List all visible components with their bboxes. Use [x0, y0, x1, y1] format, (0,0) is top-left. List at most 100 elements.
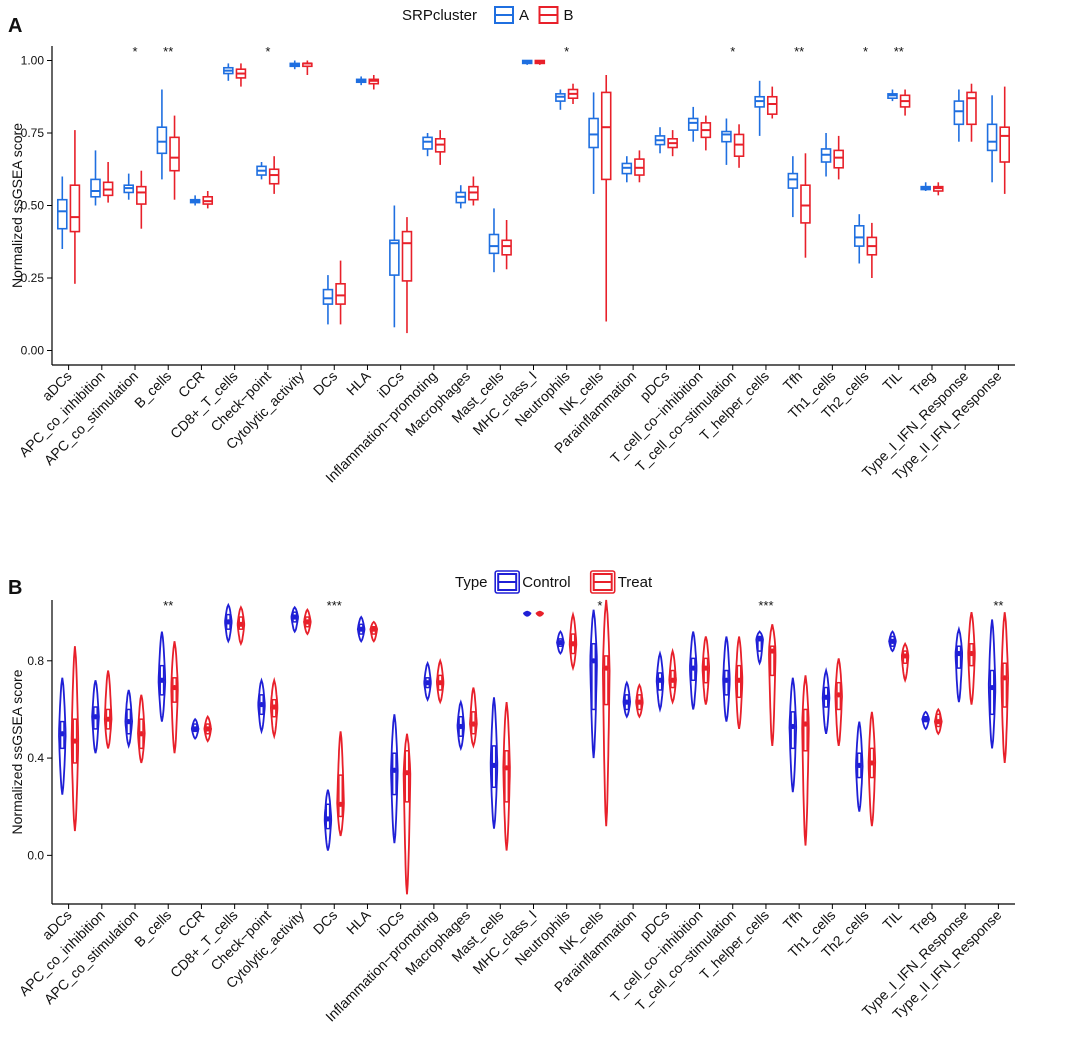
- box-iqr: [488, 233, 500, 255]
- box-iqr: [790, 711, 796, 750]
- legend: Type Control Treat: [455, 570, 653, 594]
- violin-outline: [390, 714, 399, 844]
- box-iqr: [986, 123, 998, 152]
- box-CD8+_T_cells: [224, 602, 233, 644]
- panel-a: A 0.00 0.25 0.50 0.75 1.00 Normalized ssGSEA s…: [8, 6, 1015, 486]
- median-dot: [790, 723, 796, 730]
- violin-outline: [635, 683, 644, 719]
- legend-label: B: [564, 7, 574, 24]
- box-Th2_cells: [855, 721, 864, 812]
- box-iqr: [591, 643, 597, 711]
- violin-outline: [1000, 612, 1010, 763]
- median-dot: [424, 680, 431, 686]
- median-dot: [325, 816, 331, 822]
- box-DCs: [336, 731, 345, 837]
- median-dot: [856, 762, 862, 768]
- median-dot: [968, 650, 975, 657]
- box-iqr: [953, 100, 965, 126]
- box-iqr: [803, 708, 808, 752]
- legend-label: Treat: [618, 574, 653, 591]
- box-iqr: [335, 282, 346, 305]
- legend-swatch-b: [538, 6, 559, 24]
- median-dot: [989, 684, 995, 691]
- significance-label: ***: [327, 598, 342, 613]
- violin-outline: [755, 630, 764, 666]
- median-dot: [304, 619, 310, 625]
- violin-outline: [336, 731, 345, 837]
- median-dot: [757, 636, 763, 642]
- box-iqr: [800, 184, 811, 224]
- violin-outline: [456, 699, 465, 752]
- box-iqr: [989, 669, 995, 716]
- violin-outline: [668, 647, 677, 705]
- box-T_helper_cells: [768, 624, 777, 746]
- box-TIL: [888, 630, 897, 653]
- box-Type_I_IFN_Response: [966, 83, 977, 142]
- significance-label: **: [794, 44, 804, 59]
- box-HLA: [356, 615, 366, 643]
- median-dot: [59, 731, 65, 737]
- violin-outline: [489, 697, 499, 829]
- box-T_cell_co−stimulation: [721, 118, 732, 165]
- violin-outline: [402, 733, 412, 895]
- box-iqr: [391, 752, 397, 796]
- box-APC_co_inhibition: [90, 150, 101, 206]
- box-iqr: [69, 184, 81, 233]
- box-APC_co_inhibition: [103, 670, 113, 749]
- box-Type_I_IFN_Response: [967, 612, 976, 705]
- series-a: [57, 59, 998, 328]
- median-dot: [292, 614, 298, 620]
- box-NK_cells: [601, 599, 611, 827]
- box-iqr: [404, 750, 410, 803]
- box-iqr: [600, 91, 612, 181]
- box-DCs: [323, 789, 333, 851]
- box-CCR: [203, 714, 213, 743]
- box-iqr: [833, 149, 844, 169]
- box-B_cells: [169, 115, 180, 200]
- violin-outline: [290, 605, 299, 634]
- box-Macrophages: [469, 687, 478, 749]
- median-dot: [238, 621, 244, 627]
- box-MHC_class_I: [535, 610, 544, 617]
- panel-label: A: [8, 15, 22, 37]
- box-iqr: [57, 198, 68, 230]
- median-dot: [470, 721, 476, 727]
- box-pDCs: [655, 650, 665, 713]
- violin-outline: [921, 710, 930, 731]
- median-dot: [603, 665, 609, 671]
- box-Cytolytic_activity: [303, 608, 312, 636]
- box-iDCs: [401, 217, 413, 334]
- violin-outline: [157, 631, 167, 722]
- box-HLA: [355, 76, 367, 86]
- box-NK_cells: [588, 92, 599, 194]
- violin-outline: [933, 707, 943, 736]
- median-dot: [271, 704, 277, 710]
- box-Tfh: [801, 675, 810, 846]
- box-iqr: [766, 95, 778, 115]
- legend: SRPcluster A B: [402, 6, 574, 24]
- box-Parainflammation: [621, 156, 633, 183]
- median-dot: [524, 610, 530, 616]
- violin-outline: [91, 680, 100, 754]
- violin-outline: [888, 630, 897, 653]
- box-Neutrophils: [555, 89, 566, 110]
- median-dot: [956, 650, 962, 657]
- box-Cytolytic_activity: [289, 60, 301, 70]
- x-tick-label: TIL: [879, 368, 905, 394]
- significance-label: *: [564, 44, 569, 59]
- box-Th2_cells: [866, 222, 878, 278]
- median-dot: [557, 639, 563, 646]
- median-dot: [337, 801, 344, 807]
- violin-outline: [203, 714, 213, 743]
- median-dot: [171, 684, 178, 691]
- box-Neutrophils: [567, 83, 579, 104]
- box-Parainflammation: [635, 683, 644, 719]
- box-iDCs: [389, 205, 400, 328]
- box-HLA: [368, 75, 380, 90]
- box-Inflammation−promoting: [422, 133, 433, 157]
- violin-outline: [834, 658, 843, 747]
- box-APC_co_stimulation: [137, 694, 146, 764]
- box-APC_co_stimulation: [136, 170, 147, 229]
- median-dot: [371, 626, 377, 632]
- box-Tfh: [787, 156, 799, 218]
